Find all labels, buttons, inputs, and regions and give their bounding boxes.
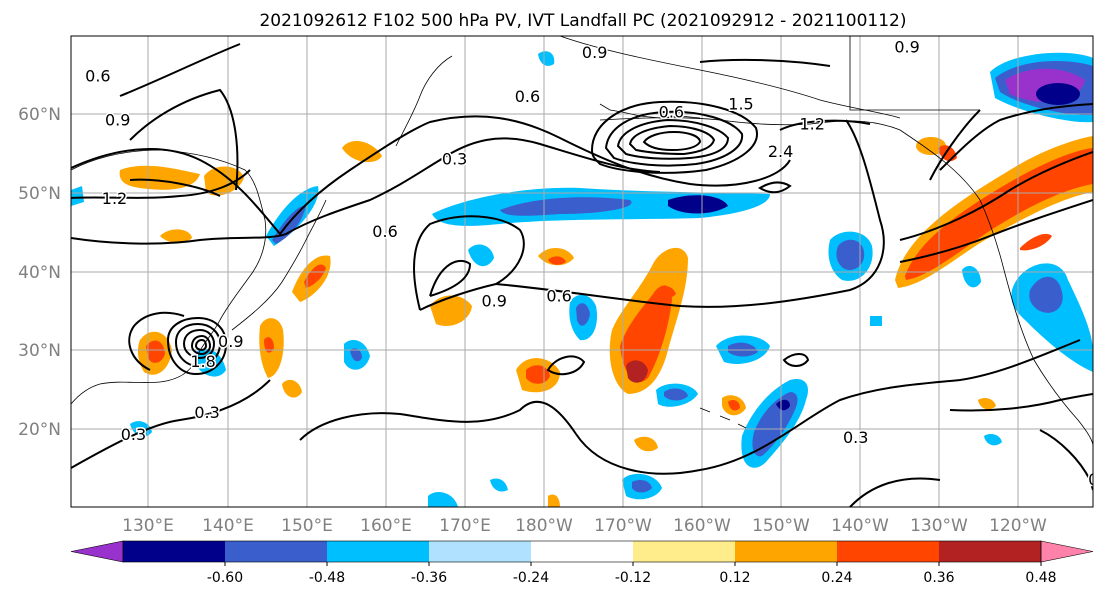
contour-label: 0.6 <box>515 87 540 106</box>
colorbar-extend-min <box>70 540 124 563</box>
contour-labels: 0.6 0.9 1.2 0.3 0.6 0.6 0.9 0.6 1.5 2.4 1.2 0.9 0.9 0… <box>84 36 1105 490</box>
lon-tick-label: 150°E <box>281 516 333 536</box>
contour-label: 0.6 <box>372 222 397 241</box>
colorbar-tick-label: 0.48 <box>1025 570 1056 586</box>
contour-label: 1.5 <box>728 95 753 114</box>
coast-alaska-north <box>559 36 901 119</box>
contour-0.6-long <box>495 119 885 308</box>
contour-label: 0.3 <box>194 403 219 422</box>
contour-west-trough <box>929 109 981 181</box>
contour-0.3-mid <box>299 339 1081 475</box>
contour-east-loop <box>1039 429 1093 491</box>
coast-asia <box>71 149 267 405</box>
contour-label: 0.6 <box>85 66 110 85</box>
contour-0.3-south <box>71 379 271 469</box>
coast-hawaii <box>699 407 747 429</box>
lon-tick-label: 130°W <box>910 516 968 536</box>
lat-tick-label: 60°N <box>18 105 61 125</box>
contour-label: 0.6 <box>659 103 684 122</box>
contour-1.2-upper <box>129 178 221 197</box>
lon-axis: 130°E 140°E 150°E 160°E 170°E 180°W 170°… <box>122 516 1047 536</box>
coast-kamchatka <box>395 55 453 147</box>
contour-0.6-ne <box>779 119 871 131</box>
contour-label: 1.8 <box>190 352 215 371</box>
coastlines <box>71 36 1093 447</box>
lon-tick-label: 170°W <box>594 516 652 536</box>
coast-canada-border <box>849 36 980 111</box>
colorbar-tick-label: 0.24 <box>821 570 852 586</box>
colorbar-tick-label: -0.60 <box>207 570 243 586</box>
lon-tick-label: 160°W <box>673 516 731 536</box>
contour-label: 0.3 <box>1088 470 1105 489</box>
colorbar-frame <box>122 540 1042 563</box>
contour-label: 2.4 <box>768 142 793 161</box>
contour-0.9-central <box>429 259 472 297</box>
colorbar-tick-label: 0.12 <box>719 570 750 586</box>
contour-0.3-upper <box>71 115 791 236</box>
contour-label: 1.2 <box>102 189 127 208</box>
colorbar-swatch <box>837 541 940 562</box>
colorbar: -0.60 -0.48 -0.36 -0.24 -0.12 0.12 0.24 0.36 0.4… <box>70 540 1094 586</box>
lat-tick-label: 40°N <box>18 263 61 283</box>
contour-label: 1.2 <box>799 114 824 133</box>
colorbar-swatch <box>123 541 226 562</box>
contour-label: 0.9 <box>105 110 130 129</box>
contour-0.9-nw <box>129 88 239 191</box>
lat-tick-label: 30°N <box>18 341 61 361</box>
colorbar-tick-label: 0.36 <box>923 570 954 586</box>
colorbar-tick-label: -0.12 <box>615 570 651 586</box>
contour-0.9-north <box>699 58 831 67</box>
colorbar-swatch <box>735 541 838 562</box>
lat-axis: 60°N 50°N 40°N 30°N 20°N <box>18 105 61 440</box>
colorbar-swatch <box>633 541 736 562</box>
contour-label: 0.9 <box>481 291 506 310</box>
lon-tick-label: 150°W <box>752 516 810 536</box>
contour-label: 0.9 <box>218 332 243 351</box>
colorbar-swatch <box>225 541 328 562</box>
colorbar-swatch <box>327 541 430 562</box>
contour-label: 0.3 <box>121 425 146 444</box>
map-panel: 0.6 0.9 1.2 0.3 0.6 0.6 0.9 0.6 1.5 2.4 1.2 0.9 0.9 0… <box>71 36 1105 507</box>
contour-label: 0.3 <box>442 150 467 169</box>
contour-label: 0.6 <box>546 287 571 306</box>
contour-0.6-central <box>413 215 525 311</box>
coast-japan <box>231 199 327 331</box>
contour-0.9-upper <box>71 169 251 199</box>
colorbar-extend-max <box>1040 540 1094 563</box>
contour-label: 0.9 <box>894 37 919 56</box>
lat-tick-label: 50°N <box>18 184 61 204</box>
contour-0.3-lower <box>849 477 941 507</box>
contour-label: 0.3 <box>843 428 868 447</box>
lon-tick-label: 130°E <box>122 516 174 536</box>
colorbar-tick-label: -0.36 <box>411 570 447 586</box>
lon-tick-label: 140°E <box>202 516 254 536</box>
lon-tick-label: 140°W <box>831 516 889 536</box>
contour-1.8-cyclone <box>128 311 185 371</box>
coast-alaska-south <box>599 117 981 201</box>
contour-label: 0.9 <box>582 43 607 62</box>
shade-central-pacific-positive <box>430 295 472 326</box>
lat-tick-label: 20°N <box>18 420 61 440</box>
pv-contours <box>71 43 1093 507</box>
contour-0.9-east <box>939 103 1093 171</box>
coast-north-america-west <box>979 199 1093 447</box>
colorbar-tick-label: -0.48 <box>309 570 345 586</box>
colorbar-swatch <box>939 541 1042 562</box>
contour-0.6-nw <box>119 43 241 97</box>
lon-tick-label: 180°W <box>515 516 573 536</box>
map-title: 2021092612 F102 500 hPa PV, IVT Landfall… <box>259 11 906 31</box>
colorbar-swatch <box>531 541 634 562</box>
lon-tick-label: 170°E <box>439 516 491 536</box>
lon-tick-label: 120°W <box>989 516 1047 536</box>
contour-0.3-east <box>899 199 1093 263</box>
colorbar-swatch <box>429 541 532 562</box>
colorbar-tick-label: -0.24 <box>513 570 549 586</box>
contour-0.6-east <box>899 151 1093 241</box>
lon-tick-label: 160°E <box>360 516 412 536</box>
contour-0.6-upper <box>71 137 661 245</box>
contour-0.3-east-lower <box>949 393 1093 412</box>
map-frame <box>70 35 1094 508</box>
